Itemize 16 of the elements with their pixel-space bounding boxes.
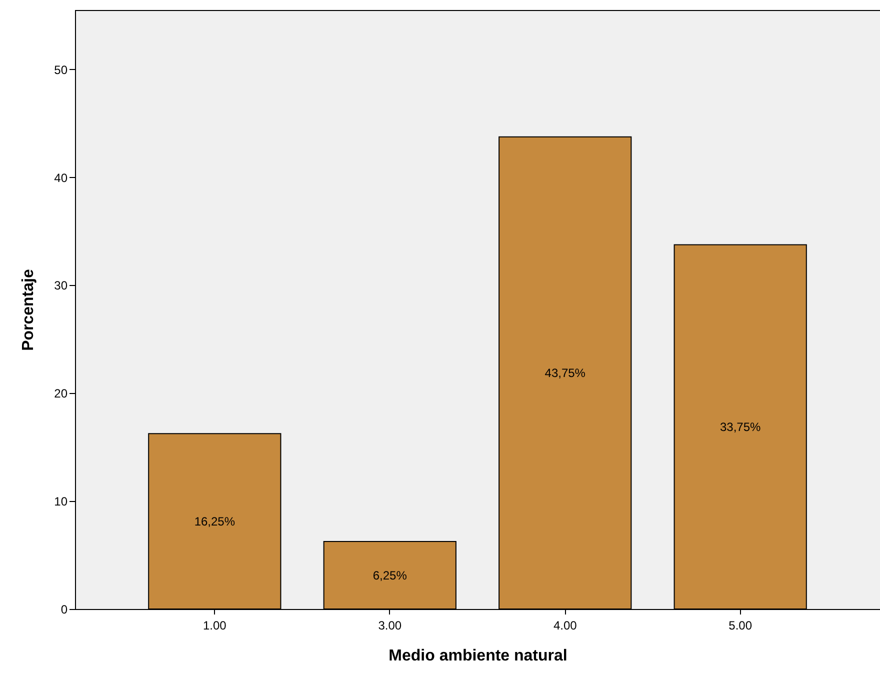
data-label: 16,25% <box>194 514 236 528</box>
y-tick-label: 50 <box>54 62 68 77</box>
y-axis-title: Porcentaje <box>20 268 38 351</box>
data-label: 43,75% <box>544 366 586 380</box>
x-tick-label: 1.00 <box>202 618 227 632</box>
x-tick-label: 5.00 <box>728 618 752 632</box>
y-tick-label: 0 <box>60 602 68 616</box>
y-tick-label: 40 <box>54 170 68 185</box>
x-tick-label: 4.00 <box>553 618 578 632</box>
data-label: 33,75% <box>720 420 762 434</box>
x-tick-label: 3.00 <box>378 618 402 632</box>
y-tick-label: 10 <box>54 494 68 509</box>
y-tick-label: 20 <box>54 386 68 401</box>
y-tick-label: 30 <box>54 278 68 293</box>
data-label: 6,25% <box>372 568 408 582</box>
x-axis-title: Medio ambiente natural <box>388 648 568 664</box>
